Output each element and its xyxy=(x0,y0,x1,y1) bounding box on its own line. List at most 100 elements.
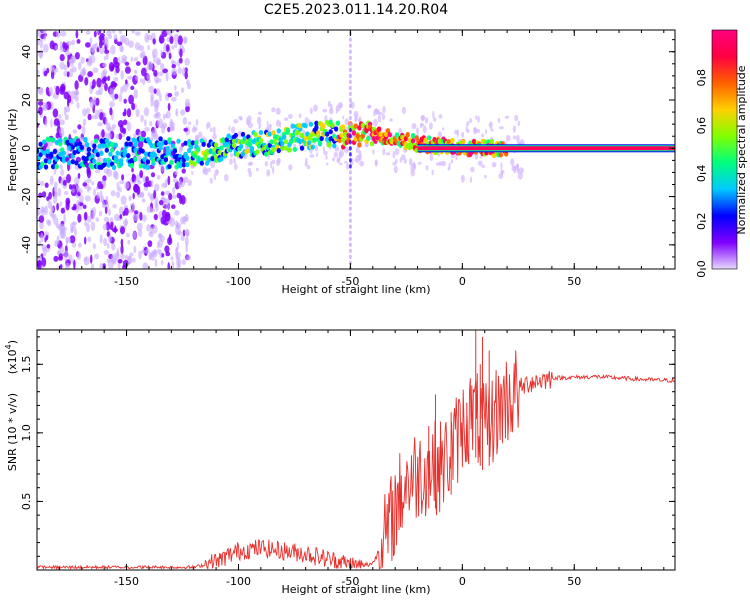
noise-blob xyxy=(83,211,88,221)
noise-blob xyxy=(65,48,70,57)
noise-blob xyxy=(184,213,189,222)
ridge-blob xyxy=(145,164,151,170)
haze-blob xyxy=(327,100,331,108)
ridge-blob xyxy=(287,147,292,153)
noise-blob xyxy=(53,255,59,262)
noise-blob xyxy=(124,217,128,227)
noise-blob xyxy=(147,192,150,197)
noise-blob xyxy=(112,204,117,209)
noise-blob xyxy=(46,219,51,225)
haze-blob xyxy=(490,128,494,132)
noise-blob xyxy=(176,30,179,33)
ridge-blob xyxy=(249,145,255,151)
spike-blob xyxy=(349,67,352,73)
ridge-blob xyxy=(280,145,285,151)
ridge-blob xyxy=(427,135,432,141)
noise-blob xyxy=(79,194,84,204)
noise-blob xyxy=(49,210,53,217)
noise-blob xyxy=(102,223,108,231)
ridge-blob xyxy=(486,139,491,145)
ridge-blob xyxy=(258,137,264,144)
snr-y-axis-label: SNR (10 * v/v) xyxy=(6,393,19,471)
haze-blob xyxy=(401,106,406,115)
ridge-blob xyxy=(351,130,357,136)
noise-blob xyxy=(181,87,185,94)
noise-blob xyxy=(183,127,189,132)
spike-blob xyxy=(349,152,352,157)
ridge-blob xyxy=(321,123,326,129)
noise-blob xyxy=(74,80,79,90)
haze-blob xyxy=(425,165,429,171)
haze-blob xyxy=(339,149,344,158)
noise-blob xyxy=(40,208,46,216)
noise-blob xyxy=(113,61,120,69)
haze-blob xyxy=(438,114,443,119)
haze-blob xyxy=(212,126,216,135)
noise-blob xyxy=(98,210,103,217)
haze-blob xyxy=(315,144,318,152)
ridge-blob xyxy=(253,131,258,138)
noise-blob xyxy=(165,251,171,257)
ridge-blob xyxy=(283,139,289,145)
haze-blob xyxy=(450,154,455,159)
ridge-blob xyxy=(299,145,305,151)
noise-blob xyxy=(94,253,100,260)
haze-blob xyxy=(488,123,492,127)
haze-blob xyxy=(476,128,481,134)
noise-blob xyxy=(184,236,189,246)
noise-blob xyxy=(179,48,183,58)
haze-blob xyxy=(475,115,478,120)
spectrogram-chart: -150 -100 -50 0 50 -40 -20 0 20 40 Height of str… xyxy=(6,29,676,296)
ridge-blob xyxy=(67,160,72,166)
noise-blob xyxy=(100,184,104,190)
haze-blob xyxy=(350,101,355,109)
spike-blob xyxy=(349,176,352,181)
spike-blob xyxy=(349,79,352,85)
haze-blob xyxy=(392,151,396,159)
noise-blob xyxy=(102,68,107,77)
noise-blob xyxy=(105,195,109,205)
ridge-blob xyxy=(242,135,247,141)
snr-y-exponent: (x104) xyxy=(4,340,19,374)
noise-blob xyxy=(55,67,59,73)
noise-blob xyxy=(154,202,158,209)
ridge-blob xyxy=(140,148,145,154)
noise-blob xyxy=(166,30,172,35)
noise-blob xyxy=(89,98,95,109)
noise-blob xyxy=(77,124,82,130)
noise-blob xyxy=(59,61,65,70)
noise-blob xyxy=(171,68,178,76)
noise-blob xyxy=(128,94,135,105)
haze-blob xyxy=(500,162,503,170)
noise-blob xyxy=(122,83,128,93)
haze-blob xyxy=(228,125,231,132)
noise-blob xyxy=(104,49,110,55)
spike-blob xyxy=(349,73,352,79)
noise-blob xyxy=(174,91,180,97)
noise-blob xyxy=(135,108,140,118)
ridge-blob xyxy=(213,142,219,148)
colorbar-tick-label: 0.4 xyxy=(695,165,708,183)
noise-blob xyxy=(86,183,90,193)
haze-blob xyxy=(392,161,397,166)
ridge-blob xyxy=(81,155,86,161)
haze-blob xyxy=(401,154,406,160)
haze-blob xyxy=(391,133,394,138)
noise-blob xyxy=(60,168,65,177)
ridge-blob xyxy=(181,162,187,168)
haze-blob xyxy=(512,125,517,133)
noise-blob xyxy=(87,113,92,121)
noise-blob xyxy=(130,56,133,63)
ridge-blob xyxy=(68,138,74,144)
noise-blob xyxy=(135,61,141,66)
noise-blob xyxy=(153,88,157,94)
snr-x-tick-label: 0 xyxy=(459,575,466,588)
haze-blob xyxy=(257,111,262,116)
ridge-blob xyxy=(332,143,337,149)
noise-blob xyxy=(95,217,100,222)
noise-blob xyxy=(122,111,127,117)
ridge-blob xyxy=(126,136,131,142)
noise-blob xyxy=(136,222,143,231)
noise-blob xyxy=(112,170,118,179)
haze-blob xyxy=(413,165,416,169)
